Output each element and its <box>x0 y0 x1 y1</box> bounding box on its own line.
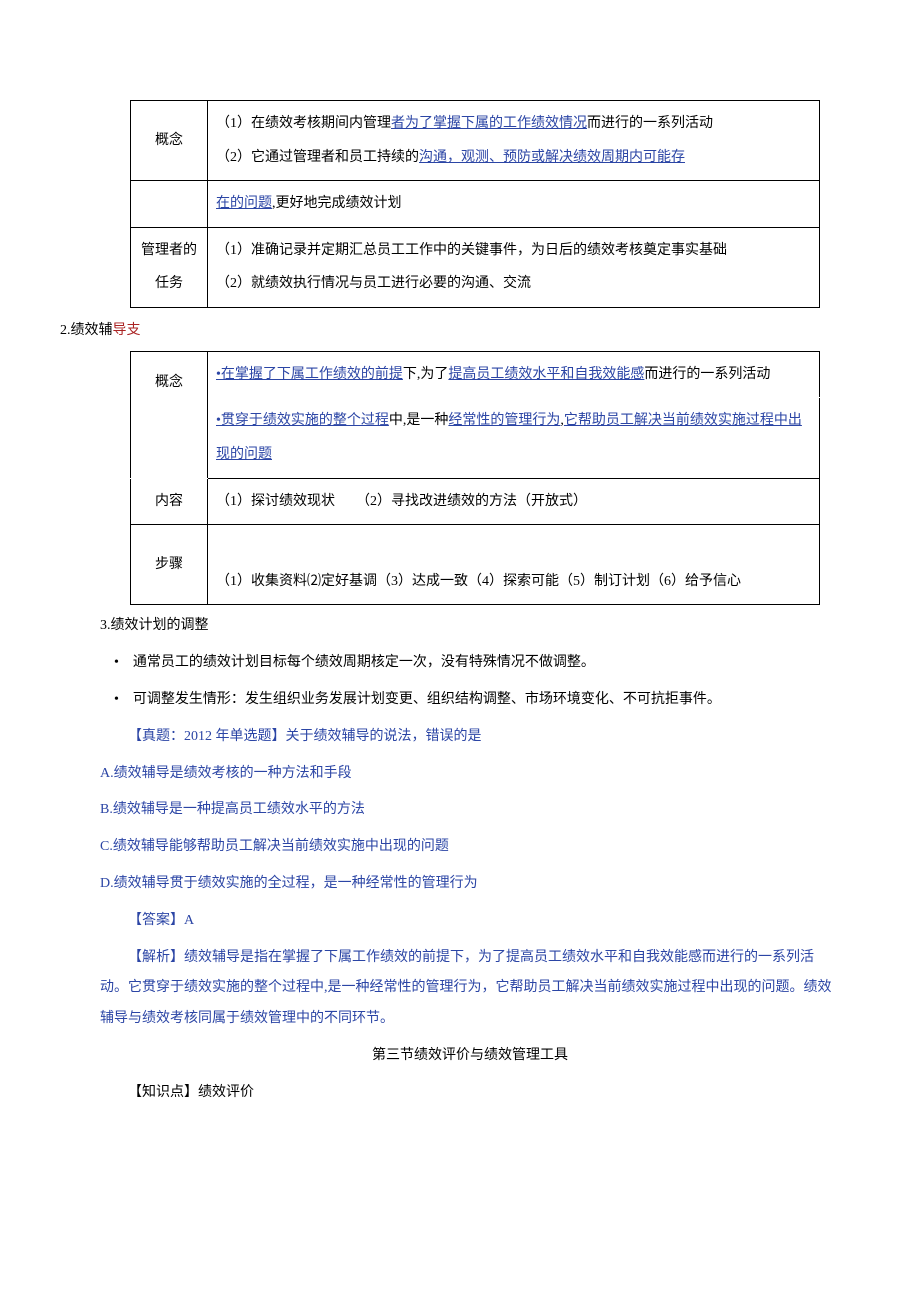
t2-r3-text: （1）收集资料⑵定好基调（3）达成一致（4）探索可能（5）制订计划（6）给予信心 <box>216 574 741 589</box>
p3-title: 3.绩效计划的调整 <box>100 611 840 642</box>
section3-title: 第三节绩效评价与绩效管理工具 <box>100 1041 840 1072</box>
label2-red: 导支 <box>113 323 141 338</box>
table2-row1: 概念 •在掌握了下属工作绩效的前提下,为了提高员工绩效水平和自我效能感而进行的一… <box>131 351 820 398</box>
t1-r3-p1: （1）准确记录并定期汇总员工工作中的关键事件，为日后的绩效考核奠定事实基础 <box>216 243 727 258</box>
table1-r3-label: 管理者的任务 <box>131 227 208 307</box>
t2-r1-u1: •在掌握了下属工作绩效的前提 <box>216 367 403 382</box>
opt-C: C.绩效辅导能够帮助员工解决当前绩效实施中出现的问题 <box>100 832 840 863</box>
table1-row2: 在的问题,更好地完成绩效计划 <box>131 181 820 228</box>
t1-r1-p2-u: 沟通，观测、预防或解决绩效周期内可能存 <box>419 150 685 165</box>
section2-label: 2.绩效辅导支 <box>60 316 860 347</box>
table1-r1-label: 概念 <box>131 101 208 181</box>
t1-r2-u: 在的问题 <box>216 196 272 211</box>
t2-r1-u2: 提高员工绩效水平和自我效能感 <box>448 367 644 382</box>
opt-A: A.绩效辅导是绩效考核的一种方法和手段 <box>100 759 840 790</box>
ans-val: A <box>184 913 194 928</box>
t1-r3-p2: （2）就绩效执行情况与员工进行必要的沟通、交流 <box>216 276 531 291</box>
table1-r1-body: （1）在绩效考核期间内管理者为了掌握下属的工作绩效情况而进行的一系列活动 （2）… <box>208 101 820 181</box>
table2-row2: 内容 （1）探讨绩效现状 （2）寻找改进绩效的方法（开放式） <box>131 478 820 525</box>
p3-bullet2: • 可调整发生情形：发生组织业务发展计划变更、组织结构调整、市场环境变化、不可抗… <box>100 685 840 716</box>
table1-r2-label <box>131 181 208 228</box>
q-tag: 【真题：2012 年单选题】 <box>128 729 286 744</box>
answer-line: 【答案】A <box>100 906 840 937</box>
table2-r1x-body: •贯穿于绩效实施的整个过程中,是一种经常性的管理行为,它帮助员工解决当前绩效实施… <box>208 398 820 478</box>
q-stem: 关于绩效辅导的说法，错误的是 <box>286 729 482 744</box>
t1-r1-p1-u: 者为了掌握下属的工作绩效情况 <box>391 116 587 131</box>
knowledge-point: 【知识点】绩效评价 <box>100 1078 840 1109</box>
body-text-block: 3.绩效计划的调整 • 通常员工的绩效计划目标每个绩效周期核定一次，没有特殊情况… <box>100 611 840 1108</box>
table1-row3: 管理者的任务 （1）准确记录并定期汇总员工工作中的关键事件，为日后的绩效考核奠定… <box>131 227 820 307</box>
t2-r1-mid: 下,为了 <box>403 367 449 382</box>
table1-r3-body: （1）准确记录并定期汇总员工工作中的关键事件，为日后的绩效考核奠定事实基础 （2… <box>208 227 820 307</box>
table2-r1-body: •在掌握了下属工作绩效的前提下,为了提高员工绩效水平和自我效能感而进行的一系列活… <box>208 351 820 398</box>
t2-r1x-u2: 经常性的管理行为 <box>448 413 560 428</box>
table2: 概念 •在掌握了下属工作绩效的前提下,为了提高员工绩效水平和自我效能感而进行的一… <box>130 351 820 606</box>
table1: 概念 （1）在绩效考核期间内管理者为了掌握下属的工作绩效情况而进行的一系列活动 … <box>130 100 820 308</box>
t2-r1x-u1: •贯穿于绩效实施的整个过程 <box>216 413 389 428</box>
table2-row1x: •贯穿于绩效实施的整个过程中,是一种经常性的管理行为,它帮助员工解决当前绩效实施… <box>131 398 820 478</box>
table2-wrap: 概念 •在掌握了下属工作绩效的前提下,为了提高员工绩效水平和自我效能感而进行的一… <box>130 351 820 606</box>
table2-r2-label: 内容 <box>131 478 208 525</box>
table2-r2-body: （1）探讨绩效现状 （2）寻找改进绩效的方法（开放式） <box>208 478 820 525</box>
table1-row1: 概念 （1）在绩效考核期间内管理者为了掌握下属的工作绩效情况而进行的一系列活动 … <box>131 101 820 181</box>
p3-bullet1: • 通常员工的绩效计划目标每个绩效周期核定一次，没有特殊情况不做调整。 <box>100 648 840 679</box>
table2-row3: 步骤 （1）收集资料⑵定好基调（3）达成一致（4）探索可能（5）制订计划（6）给… <box>131 525 820 605</box>
table2-r1-label: 概念 <box>131 351 208 478</box>
exp-body: 绩效辅导是指在掌握了下属工作绩效的前提下，为了提高员工绩效水平和自我效能感而进行… <box>100 950 832 1027</box>
opt-D: D.绩效辅导贯于绩效实施的全过程，是一种经常性的管理行为 <box>100 869 840 900</box>
document-page: 概念 （1）在绩效考核期间内管理者为了掌握下属的工作绩效情况而进行的一系列活动 … <box>0 0 920 1174</box>
label2-pre: 2.绩效辅 <box>60 323 113 338</box>
explanation-para: 【解析】绩效辅导是指在掌握了下属工作绩效的前提下，为了提高员工绩效水平和自我效能… <box>100 943 840 1035</box>
t2-r1-post: 而进行的一系列活动 <box>644 367 770 382</box>
question-line: 【真题：2012 年单选题】关于绩效辅导的说法，错误的是 <box>100 722 840 753</box>
table1-wrap: 概念 （1）在绩效考核期间内管理者为了掌握下属的工作绩效情况而进行的一系列活动 … <box>130 100 820 308</box>
t1-r1-p2-pre: （2）它通过管理者和员工持续的 <box>216 150 419 165</box>
t1-r1-p1-pre: （1）在绩效考核期间内管理 <box>216 116 391 131</box>
p3-b1-text: 通常员工的绩效计划目标每个绩效周期核定一次，没有特殊情况不做调整。 <box>133 655 595 670</box>
p3-b2-text: 可调整发生情形：发生组织业务发展计划变更、组织结构调整、市场环境变化、不可抗拒事… <box>133 692 721 707</box>
table1-r2-body: 在的问题,更好地完成绩效计划 <box>208 181 820 228</box>
table2-r3-body: （1）收集资料⑵定好基调（3）达成一致（4）探索可能（5）制订计划（6）给予信心 <box>208 525 820 605</box>
t1-r2-post: ,更好地完成绩效计划 <box>272 196 402 211</box>
ans-tag: 【答案】 <box>128 913 184 928</box>
t1-r1-p1-post: 而进行的一系列活动 <box>587 116 713 131</box>
t2-r1x-mid1: 中,是一种 <box>389 413 449 428</box>
table2-r3-label: 步骤 <box>131 525 208 605</box>
opt-B: B.绩效辅导是一种提高员工绩效水平的方法 <box>100 795 840 826</box>
exp-tag: 【解析】 <box>128 950 184 965</box>
